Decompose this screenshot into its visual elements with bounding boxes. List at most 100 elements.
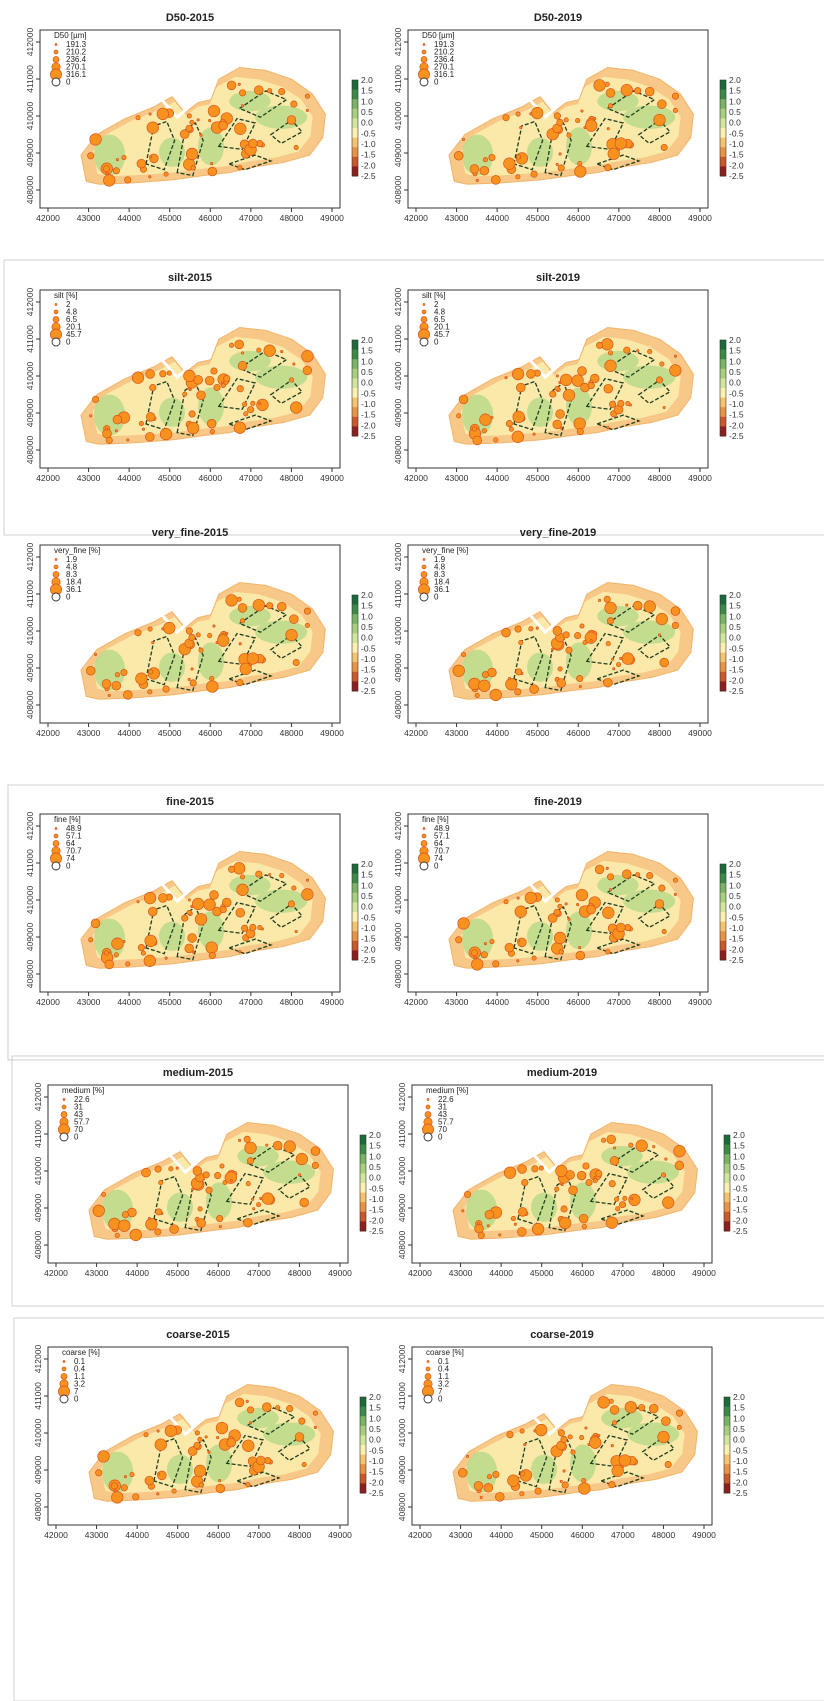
sample-point [662, 405, 666, 410]
colorbar-segment [720, 950, 726, 961]
sample-point [605, 866, 609, 870]
colorbar-label: 0.5 [733, 1424, 745, 1434]
colorbar-segment [352, 416, 358, 427]
sample-point [215, 1421, 229, 1435]
sample-point [673, 1145, 686, 1158]
sample-point [237, 165, 243, 171]
y-tick-label: 408000 [33, 1231, 43, 1260]
row-frame [3, 259, 824, 536]
colorbar-segment [352, 864, 358, 875]
sample-point [191, 950, 195, 954]
x-tick-label: 45000 [166, 1268, 190, 1278]
sample-point [486, 1474, 492, 1480]
sample-point [563, 117, 569, 123]
sample-point [547, 913, 558, 923]
sample-point [620, 83, 633, 97]
legend-value: 7 [74, 1387, 79, 1396]
sample-point [141, 1167, 151, 1178]
x-tick-label: 45000 [158, 728, 182, 738]
x-tick-label: 48000 [280, 997, 304, 1007]
x-tick-label: 42000 [404, 997, 428, 1007]
legend-symbol-zero [51, 861, 61, 871]
sample-point [101, 679, 112, 689]
legend-value: 57.7 [74, 1118, 90, 1127]
x-tick-label: 42000 [408, 1530, 432, 1540]
legend-value: 4.8 [434, 563, 446, 572]
colorbar-segment [724, 1135, 730, 1146]
sample-point [186, 113, 192, 119]
chart-panel: coarse-2015 42000 43000 44000 45000 46000 4700… [33, 1329, 384, 1540]
x-tick-label: 43000 [85, 1268, 109, 1278]
dashed-contour [589, 1172, 629, 1206]
y-tick-label: 411000 [393, 849, 403, 877]
sample-point [595, 1169, 603, 1178]
legend-title: D50 [µm] [422, 31, 455, 40]
colorbar-label: 2.0 [361, 335, 373, 345]
colorbar-segment [360, 1163, 366, 1174]
colorbar-segment [720, 931, 726, 942]
sample-point [193, 1441, 201, 1449]
y-tick-label: 411000 [393, 65, 403, 93]
sample-point [581, 1478, 587, 1484]
colorbar-label: -1.0 [361, 139, 376, 149]
sample-point [457, 1468, 468, 1478]
colorbar-segment [352, 340, 358, 351]
colorbar-label: -1.5 [361, 410, 376, 420]
x-tick-label: 48000 [652, 1268, 676, 1278]
colorbar-label: -0.5 [361, 912, 376, 922]
sample-point [123, 1475, 127, 1479]
chart-title: very_fine-2015 [152, 527, 228, 539]
sample-point [179, 129, 190, 139]
sample-point [606, 426, 610, 430]
sample-point [514, 905, 527, 918]
legend-value: 74 [434, 854, 443, 863]
elevation-change-zone [198, 127, 224, 166]
colorbar-segment [724, 1397, 730, 1408]
colorbar-segment [720, 99, 726, 110]
sample-point [529, 112, 533, 116]
sample-point [479, 1495, 483, 1499]
y-tick-label: 408000 [25, 176, 35, 205]
elevation-change-zone [206, 1444, 232, 1483]
sample-point [661, 1416, 671, 1426]
sample-point [218, 120, 228, 131]
sample-point [93, 652, 98, 656]
legend-symbol [420, 56, 428, 63]
colorbar-segment [724, 1183, 730, 1194]
sample-point [530, 170, 538, 178]
elevation-change-zone [570, 1444, 596, 1483]
sample-point [602, 906, 615, 919]
x-tick-label: 48000 [288, 1268, 312, 1278]
dashed-contour [544, 382, 572, 437]
dashed-contour [641, 1174, 676, 1200]
colorbar-segment [724, 1202, 730, 1213]
x-tick-label: 46000 [198, 728, 222, 738]
sample-point [560, 373, 573, 387]
legend-symbol [421, 309, 427, 315]
x-tick-label: 44000 [125, 1530, 149, 1540]
sample-point [185, 627, 193, 635]
x-tick-label: 48000 [648, 213, 672, 223]
legend-value: 0.4 [438, 1365, 450, 1374]
legend-value: 0 [66, 862, 71, 871]
colorbar-label: -1.0 [369, 1456, 384, 1466]
sample-point [557, 1429, 565, 1437]
sample-point [189, 119, 195, 126]
sample-point [145, 1218, 158, 1231]
y-tick-label: 411000 [393, 325, 403, 353]
sample-point [538, 1165, 544, 1171]
sample-point [258, 402, 262, 406]
chart-panel: coarse-2019 42000 43000 44000 45000 46000 4700… [397, 1329, 748, 1540]
colorbar-label: -1.0 [729, 923, 744, 933]
x-tick-label: 46000 [198, 213, 222, 223]
sample-point [143, 954, 156, 967]
colorbar-label: -0.5 [361, 643, 376, 653]
colorbar-segment [720, 623, 726, 634]
sample-point [112, 167, 120, 175]
sample-point [609, 1405, 620, 1415]
sample-point [254, 85, 264, 95]
sample-point [503, 899, 509, 905]
colorbar-segment [720, 137, 726, 148]
elevation-change-zone [527, 921, 553, 951]
sample-point [458, 394, 469, 405]
